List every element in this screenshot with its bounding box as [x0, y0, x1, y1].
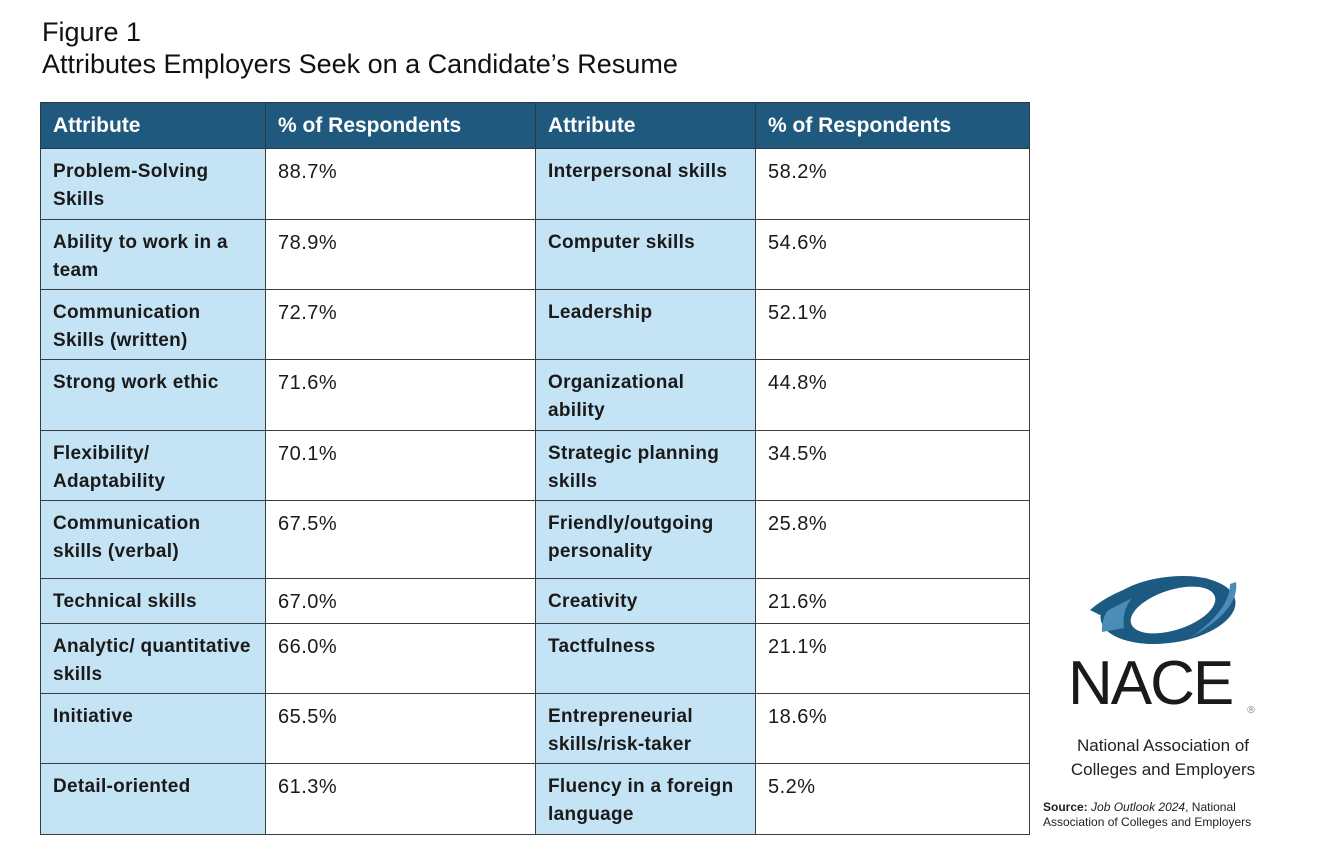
percent-cell: 21.1%: [755, 623, 1030, 694]
attribute-cell: Entrepreneurial skills/risk-taker: [535, 693, 756, 764]
attribute-cell: Initiative: [40, 693, 266, 764]
source-rest: , National: [1185, 800, 1236, 814]
table-header-row: Attribute% of Respondents Attribute% of R…: [40, 102, 1030, 149]
percent-cell: 54.6%: [755, 219, 1030, 290]
source-line-2: Association of Colleges and Employers: [1043, 815, 1252, 829]
attribute-cell: Technical skills: [40, 578, 266, 624]
percent-cell: 5.2%: [755, 763, 1030, 835]
registered-mark: ®: [1246, 705, 1256, 716]
attribute-cell: Computer skills: [535, 219, 756, 290]
figure-title: Attributes Employers Seek on a Candidate…: [42, 49, 678, 79]
organization-name: National Association of Colleges and Emp…: [1058, 734, 1268, 782]
attribute-cell: Flexibility/ Adaptability: [40, 430, 266, 501]
nace-swoosh-icon: [1090, 575, 1237, 645]
attribute-cell: Interpersonal skills: [535, 148, 756, 220]
figure-label: Figure 1: [42, 17, 142, 47]
source-label: Source:: [1043, 800, 1088, 814]
attribute-cell: Creativity: [535, 578, 756, 624]
attribute-cell: Friendly/outgoing personality: [535, 500, 756, 579]
percent-cell: 58.2%: [755, 148, 1030, 220]
attributes-table: Attribute% of Respondents Attribute% of R…: [40, 102, 1030, 835]
table-row: Strong work ethic 71.6% Organizational abi…: [40, 359, 1030, 431]
org-line-2: Colleges and Employers: [1070, 760, 1256, 779]
table-row: Detail-oriented 61.3% Fluency in a foreign…: [40, 763, 1030, 835]
column-header-percent: % of Respondents: [755, 102, 1030, 149]
attribute-cell: Tactfulness: [535, 623, 756, 694]
table-row: Problem-Solving Skills 88.7% Interpersonal…: [40, 148, 1030, 220]
table-row: Flexibility/ Adaptability 70.1% Strategic …: [40, 430, 1030, 501]
attribute-cell: Detail-oriented: [40, 763, 266, 835]
attribute-cell: Strong work ethic: [40, 359, 266, 431]
percent-cell: 65.5%: [265, 693, 536, 764]
percent-cell: 44.8%: [755, 359, 1030, 431]
source-title: Job Outlook 2024: [1091, 800, 1186, 814]
figure-heading: Figure 1 Attributes Employers Seek on a …: [42, 16, 678, 80]
attribute-cell: Communication skills (verbal): [40, 500, 266, 579]
percent-cell: 18.6%: [755, 693, 1030, 764]
percent-cell: 52.1%: [755, 289, 1030, 360]
source-note: Source: Job Outlook 2024, National Assoc…: [1043, 800, 1251, 830]
attribute-cell: Organizational ability: [535, 359, 756, 431]
percent-cell: 78.9%: [265, 219, 536, 290]
attribute-cell: Strategic planning skills: [535, 430, 756, 501]
percent-cell: 67.5%: [265, 500, 536, 579]
table-row: Analytic/ quantitative skills 66.0% Tactfu…: [40, 623, 1030, 694]
attribute-cell: Fluency in a foreign language: [535, 763, 756, 835]
percent-cell: 71.6%: [265, 359, 536, 431]
attribute-cell: Problem-Solving Skills: [40, 148, 266, 220]
nace-wordmark: NACE: [1068, 649, 1234, 718]
percent-cell: 66.0%: [265, 623, 536, 694]
attribute-cell: Leadership: [535, 289, 756, 360]
percent-cell: 34.5%: [755, 430, 1030, 501]
percent-cell: 25.8%: [755, 500, 1030, 579]
org-line-1: National Association of: [1077, 736, 1249, 755]
attribute-cell: Ability to work in a team: [40, 219, 266, 290]
column-header-attribute: Attribute: [40, 102, 266, 149]
table-row: Communication skills (verbal) 67.5% Friend…: [40, 500, 1030, 579]
column-header-percent: % of Respondents: [265, 102, 536, 149]
table-row: Ability to work in a team 78.9% Computer s…: [40, 219, 1030, 290]
percent-cell: 67.0%: [265, 578, 536, 624]
percent-cell: 72.7%: [265, 289, 536, 360]
percent-cell: 61.3%: [265, 763, 536, 835]
percent-cell: 88.7%: [265, 148, 536, 220]
table-row: Initiative 65.5% Entrepreneurial skills/ri…: [40, 693, 1030, 764]
percent-cell: 21.6%: [755, 578, 1030, 624]
attribute-cell: Analytic/ quantitative skills: [40, 623, 266, 694]
attribute-cell: Communication Skills (written): [40, 289, 266, 360]
table-row: Technical skills 67.0% Creativity 21.6%: [40, 578, 1030, 624]
table-row: Communication Skills (written) 72.7% Leade…: [40, 289, 1030, 360]
column-header-attribute: Attribute: [535, 102, 756, 149]
percent-cell: 70.1%: [265, 430, 536, 501]
